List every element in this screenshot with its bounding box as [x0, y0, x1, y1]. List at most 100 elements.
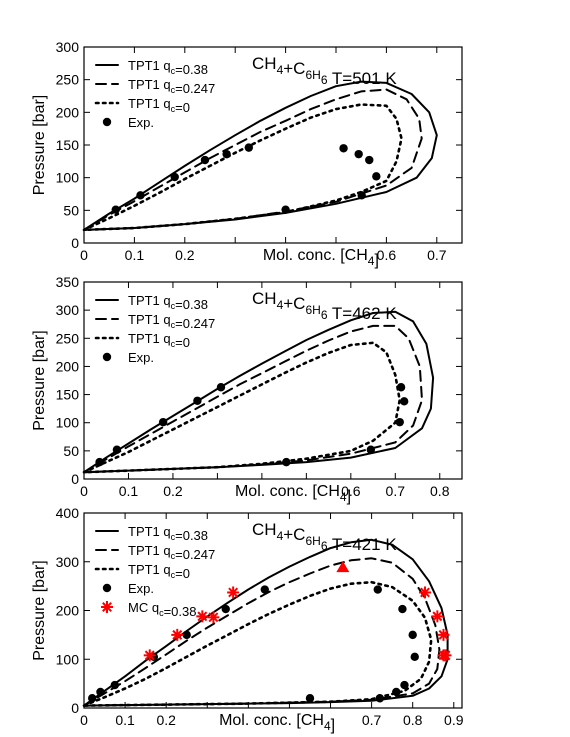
data-point-exp — [373, 585, 382, 594]
chart-panel-3: 0 0.1 0.2 0.7 0.8 0.9 0 100 200 300 400 Mol. conc. … — [31, 505, 464, 734]
x-tick-label: 0.7 — [362, 712, 382, 728]
chart-title: CH4+C6H6 T=462 K — [252, 289, 397, 323]
data-point-exp — [193, 396, 202, 405]
legend-label: TPT1 qc=0 — [128, 331, 190, 350]
data-point-exp — [281, 205, 290, 214]
data-point-mc-stroke — [438, 629, 449, 640]
x-tick-label: 0.7 — [427, 247, 447, 263]
y-axis-label: Pressure [bar] — [31, 330, 48, 430]
y-tick-label: 0 — [71, 235, 79, 251]
y-tick-label: 200 — [56, 104, 80, 120]
data-point-mc — [431, 610, 444, 623]
legend-label: Exp. — [128, 115, 154, 130]
data-point-mc — [227, 586, 240, 599]
chart-panel-1: 0 0.1 0.2 0.6 0.7 0 50 100 150 200 250 300 Mol. conc… — [31, 39, 463, 269]
data-point-exp — [395, 417, 404, 427]
x-tick-label: 0 — [80, 712, 88, 728]
series-line-dotted — [82, 103, 403, 232]
y-tick-label: 100 — [56, 415, 80, 431]
data-point-exp — [95, 457, 104, 467]
x-tick-label: 0.2 — [156, 712, 176, 728]
x-tick-label: 0.8 — [403, 712, 423, 728]
legend-label: TPT1 qc=0.38 — [128, 58, 208, 77]
data-point-mc — [437, 628, 450, 641]
y-tick-label: 250 — [56, 72, 80, 88]
data-point-mc — [143, 649, 156, 662]
data-point-exp — [170, 172, 179, 182]
data-point-exp — [365, 155, 374, 165]
data-point-mc — [439, 649, 452, 662]
x-tick-label: 0.8 — [430, 483, 450, 499]
data-point-mc-stroke — [172, 629, 183, 640]
data-point-mc-stroke — [144, 650, 155, 661]
x-tick-label: 0.6 — [341, 483, 361, 499]
x-axis-label: Mol. conc. [CH4] — [235, 483, 351, 505]
x-axis-label: Mol. conc. [CH4] — [263, 247, 379, 269]
y-tick-label: 200 — [56, 358, 80, 374]
data-point-exp — [88, 694, 97, 703]
data-point-exp — [244, 143, 254, 152]
y-axis-label: Pressure [bar] — [31, 95, 48, 195]
data-point-mc-stroke — [228, 587, 239, 598]
data-point-mc-stroke — [420, 587, 430, 598]
data-point-mc — [419, 586, 432, 599]
y-tick-label: 300 — [56, 39, 80, 55]
x-tick-label: 0.1 — [125, 247, 145, 263]
legend-label: TPT1 qc=0.247 — [128, 543, 215, 562]
data-point-exp — [392, 687, 401, 697]
data-point-mc — [196, 610, 209, 623]
data-point-exp — [372, 172, 381, 181]
data-point-exp — [282, 457, 291, 467]
data-point-exp — [375, 694, 385, 703]
x-tick-label: 0.2 — [175, 247, 195, 263]
data-point-exp — [221, 604, 230, 614]
series-line-dashed — [83, 324, 423, 474]
data-point-exp — [357, 191, 366, 200]
x-axis-label: Mol. conc. [CH4] — [219, 712, 335, 734]
data-point-exp — [260, 585, 269, 594]
data-point-exp — [408, 630, 417, 640]
data-point-mc-stroke — [197, 611, 208, 622]
y-tick-label: 350 — [56, 274, 80, 290]
data-point-exp — [96, 687, 105, 697]
data-point-mc — [207, 611, 220, 624]
y-tick-label: 100 — [56, 170, 80, 186]
chart-panel-2: 0 0.1 0.2 0.6 0.7 0.8 0 50 100 150 200 250 300 350 Mol… — [31, 274, 463, 505]
series-line-dotted — [82, 341, 401, 474]
y-tick-label: 200 — [56, 603, 80, 619]
legend-marker-star-stroke — [102, 602, 112, 612]
data-point-exp — [354, 149, 363, 159]
legend-marker-circle — [102, 352, 112, 362]
data-point-exp — [366, 445, 376, 454]
data-point-exp — [339, 144, 348, 153]
legend-label: TPT1 qc=0.38 — [128, 524, 208, 543]
data-point-exp — [400, 680, 409, 690]
data-point-exp — [398, 604, 407, 614]
y-tick-label: 0 — [71, 471, 79, 487]
legend-marker-circle — [102, 117, 112, 127]
y-tick-label: 300 — [56, 302, 80, 318]
x-tick-label: 0.6 — [377, 247, 397, 263]
legend-marker-star — [101, 601, 113, 613]
data-point-exp — [399, 397, 409, 406]
data-point-exp — [216, 383, 226, 392]
y-axis-label: Pressure [bar] — [31, 560, 48, 660]
x-tick-label: 0.7 — [386, 483, 406, 499]
data-point-exp — [136, 191, 145, 200]
y-tick-label: 50 — [63, 202, 79, 218]
data-point-exp — [410, 652, 419, 662]
y-tick-label: 150 — [56, 137, 80, 153]
legend-label: Exp. — [128, 350, 154, 365]
data-point-exp — [200, 155, 210, 165]
data-point-mc-stroke — [432, 611, 443, 622]
y-tick-label: 50 — [63, 443, 79, 459]
legend-label: TPT1 qc=0 — [128, 96, 190, 115]
x-tick-label: 0.2 — [163, 483, 183, 499]
x-tick-label: 0 — [80, 247, 88, 263]
legend-marker-circle — [102, 583, 112, 593]
legend-label: TPT1 qc=0 — [128, 562, 190, 581]
data-point-exp — [112, 445, 122, 454]
x-tick-label: 0.9 — [444, 712, 464, 728]
legend-label: TPT1 qc=0.38 — [128, 293, 208, 312]
